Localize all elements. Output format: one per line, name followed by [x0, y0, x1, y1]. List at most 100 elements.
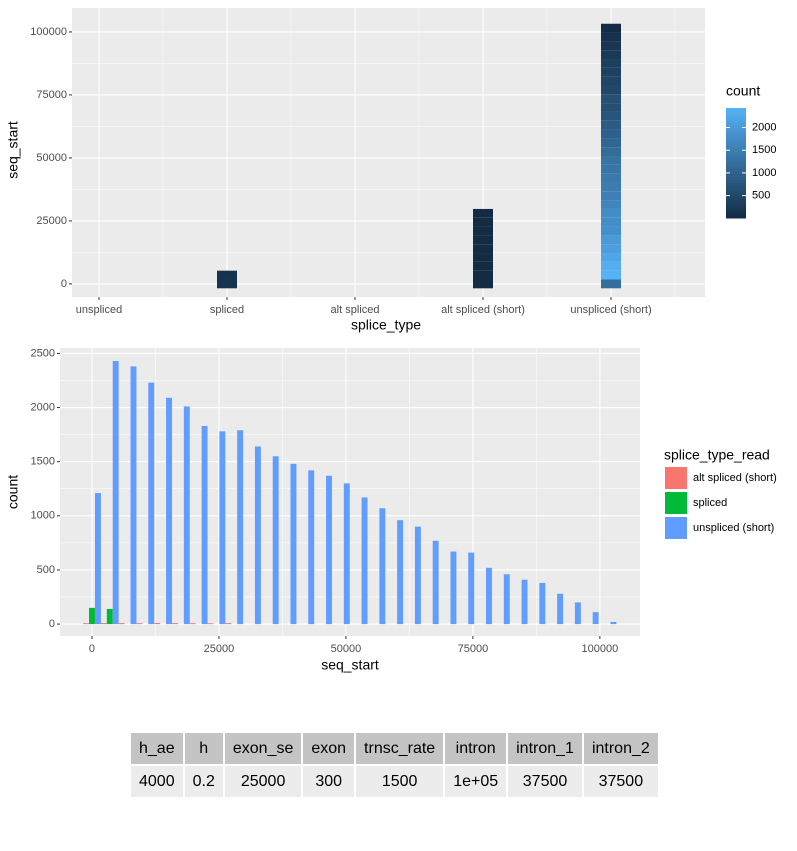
tile — [601, 226, 621, 236]
tile — [601, 147, 621, 157]
x-tick-label: 25000 — [204, 643, 235, 655]
bar — [272, 456, 279, 625]
tile — [601, 76, 621, 86]
legend-tick-label: 2000 — [752, 121, 776, 133]
bar — [610, 621, 617, 625]
tile — [473, 270, 493, 280]
colorbar — [726, 130, 746, 134]
colorbar — [726, 141, 746, 145]
tile — [217, 270, 237, 280]
bar — [118, 623, 125, 625]
bar — [379, 508, 386, 625]
colorbar — [726, 165, 746, 169]
tile — [473, 217, 493, 227]
colorbar — [726, 135, 746, 139]
tile — [601, 235, 621, 245]
colorbar — [726, 196, 746, 200]
bar — [136, 623, 143, 625]
x-axis-title: splice_type — [351, 317, 421, 333]
y-axis-title: seq_start — [5, 121, 21, 179]
bar — [326, 475, 332, 625]
tile — [601, 67, 621, 77]
tile — [601, 279, 621, 289]
legend-label: unspliced (short) — [693, 522, 774, 534]
bar — [557, 593, 564, 625]
bar — [106, 608, 113, 625]
colorbar — [726, 187, 746, 191]
tile — [217, 279, 237, 289]
bar — [468, 552, 475, 625]
colorbar — [726, 168, 746, 172]
x-tick-label: 100000 — [582, 643, 619, 655]
bar — [343, 483, 350, 625]
colorbar — [726, 163, 746, 167]
table-cell: 37500 — [583, 766, 658, 797]
header-cell: h_ae — [131, 733, 183, 764]
legend-tick-label: 1500 — [752, 144, 776, 156]
bar — [201, 425, 208, 625]
y-tick-label: 0 — [49, 618, 55, 630]
x-tick-label: spliced — [210, 304, 244, 316]
header-cell: intron_2 — [583, 733, 658, 764]
bar — [361, 497, 368, 625]
tile — [601, 270, 621, 280]
tile — [601, 50, 621, 60]
colorbar — [726, 149, 746, 153]
colorbar — [726, 212, 746, 216]
panel — [60, 348, 640, 636]
tile — [601, 94, 621, 104]
colorbar — [726, 157, 746, 161]
colorbar — [726, 132, 746, 136]
x-tick-label: alt spliced — [331, 304, 380, 316]
header-cell: h — [184, 733, 223, 764]
colorbar — [726, 171, 746, 175]
y-tick-label: 2500 — [31, 347, 55, 359]
parameter-table: h_ae h exon_se exon trnsc_rate intron intron_1… — [129, 731, 660, 799]
colorbar — [726, 201, 746, 205]
colorbar — [726, 116, 746, 120]
tile — [601, 103, 621, 112]
x-tick-label: alt spliced (short) — [441, 304, 525, 316]
tile — [473, 261, 493, 271]
y-tick-label: 75000 — [36, 89, 67, 101]
y-tick-label: 100000 — [30, 26, 67, 38]
bar — [432, 540, 439, 625]
bar — [237, 430, 244, 625]
tile — [601, 244, 621, 254]
tile — [601, 85, 621, 95]
bar — [166, 397, 172, 625]
bar — [290, 463, 297, 625]
tile — [473, 279, 493, 289]
colorbar — [726, 146, 746, 150]
legend-tick-label: 1000 — [752, 167, 776, 179]
tile — [473, 235, 493, 245]
tile — [601, 261, 621, 271]
x-tick-label: 75000 — [458, 643, 489, 655]
y-tick-label: 500 — [37, 564, 55, 576]
y-axis-title: count — [5, 475, 21, 509]
colorbar — [726, 138, 746, 142]
bar — [189, 623, 196, 625]
x-axis-title: seq_start — [321, 657, 379, 673]
bar — [112, 360, 119, 625]
header-row: h_ae h exon_se exon trnsc_rate intron intron_1… — [131, 733, 658, 764]
bar — [183, 406, 190, 625]
bar — [89, 607, 95, 625]
table-cell: 1e+05 — [445, 766, 507, 797]
y-tick-label: 1500 — [31, 456, 55, 468]
colorbar — [726, 152, 746, 156]
tile — [601, 41, 621, 51]
tile — [601, 191, 621, 201]
legend-title: splice_type_read — [664, 447, 770, 463]
colorbar — [726, 160, 746, 164]
colorbar — [726, 108, 746, 112]
tile — [601, 120, 621, 130]
legend-label: spliced — [693, 497, 727, 509]
x-tick-label: unspliced — [76, 304, 122, 316]
bar — [592, 612, 599, 625]
tile — [601, 173, 621, 183]
colorbar — [726, 174, 746, 178]
colorbar — [726, 198, 746, 202]
tile — [601, 129, 621, 139]
colorbar — [726, 119, 746, 123]
